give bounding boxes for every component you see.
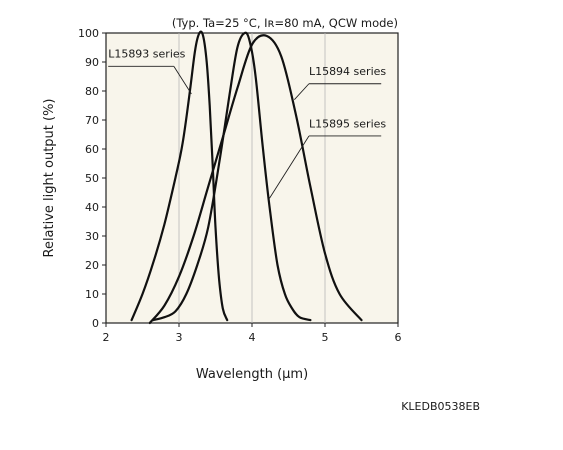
- figure-code: KLEDB0538EB: [401, 400, 480, 413]
- y-tick-label: 90: [85, 56, 99, 69]
- y-tick-label: 0: [92, 317, 99, 330]
- y-tick-label: 60: [85, 143, 99, 156]
- y-tick-label: 70: [85, 114, 99, 127]
- axis-ticks: 0 10 20 30 40 50 60 70 80 90 100 2 3 4 5 6: [78, 27, 402, 344]
- series-line-1: [130, 30, 229, 322]
- y-tick-label: 40: [85, 201, 99, 214]
- series-line-3: [152, 31, 312, 322]
- y-tick-label: 20: [85, 259, 99, 272]
- y-tick-label: 100: [78, 27, 99, 40]
- x-tick-label: 6: [395, 331, 402, 344]
- y-tick-label: 80: [85, 85, 99, 98]
- x-tick-label: 2: [103, 331, 110, 344]
- y-tick-label: 30: [85, 230, 99, 243]
- series-label-3: L15895 series: [309, 117, 386, 130]
- series-label-2: L15894 series: [309, 65, 386, 78]
- series-label-leader: [294, 83, 382, 101]
- series-line-2: [148, 34, 363, 325]
- x-tick-label: 4: [249, 331, 256, 344]
- series-label-leader: [269, 135, 382, 199]
- series-label-1: L15893 series: [108, 48, 185, 61]
- x-axis-title: Wavelength (μm): [196, 367, 308, 382]
- x-tick-label: 5: [322, 331, 329, 344]
- series-label-leader: [108, 65, 192, 95]
- measurement-conditions-note: (Typ. Ta=25 °C, Iʀ=80 mA, QCW mode): [172, 16, 398, 30]
- y-tick-label: 50: [85, 172, 99, 185]
- series-labels: L15893 series L15894 series L15895 series: [108, 48, 386, 199]
- y-axis-title: Relative light output (%): [42, 98, 57, 257]
- x-tick-label: 3: [176, 331, 183, 344]
- series-lines: [130, 30, 363, 325]
- y-tick-label: 10: [85, 288, 99, 301]
